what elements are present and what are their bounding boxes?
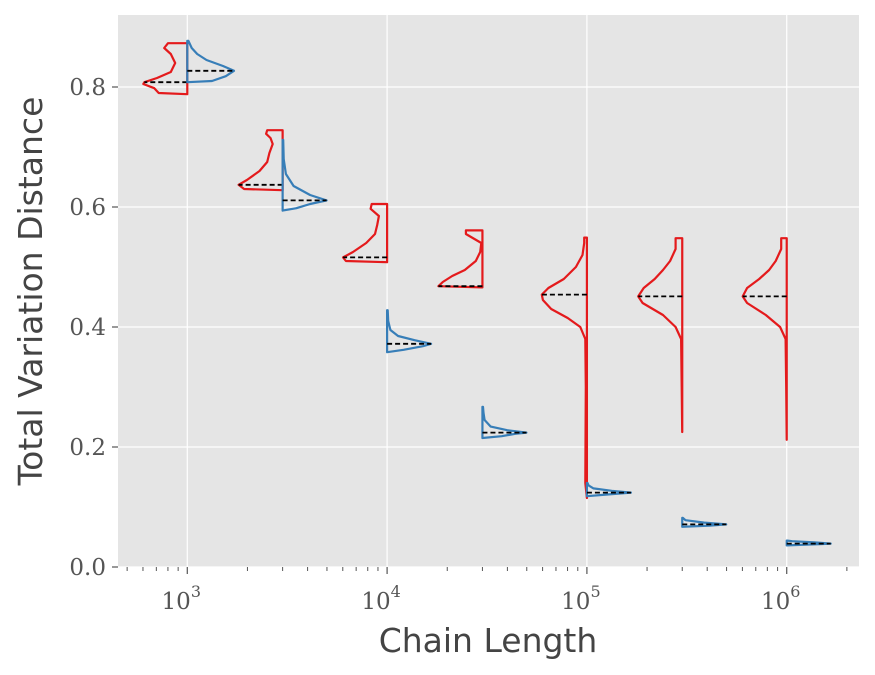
violin-outline <box>481 405 528 440</box>
violin-outline <box>785 539 832 547</box>
y-tick-label: 0.2 <box>69 435 106 461</box>
plot-background <box>118 15 859 567</box>
violin-outline <box>437 229 484 289</box>
violin-outline <box>540 236 589 500</box>
y-tick-label: 0.0 <box>69 555 106 581</box>
violin-outline <box>386 309 433 354</box>
x-axis-label: Chain Length <box>379 621 598 660</box>
x-tick-label: 104 <box>361 582 400 615</box>
y-axis-label: Total Variation Distance <box>11 97 50 487</box>
violin-outline <box>342 202 389 264</box>
violin-outline <box>585 481 632 498</box>
x-tick-label: 106 <box>761 582 800 615</box>
y-axis-ticks: 0.0 0.2 0.4 0.6 0.8 <box>69 75 118 581</box>
violin-outline <box>186 39 236 84</box>
violin-outline <box>281 138 328 212</box>
y-tick-label: 0.4 <box>69 315 106 341</box>
y-tick-label: 0.8 <box>69 75 106 101</box>
violin-outline <box>681 516 728 528</box>
violin-outline <box>741 237 788 441</box>
violins <box>142 39 832 547</box>
violin-outline <box>237 129 284 192</box>
x-axis-ticks: 103 104 105 106 <box>126 567 848 615</box>
x-tick-label: 105 <box>561 582 600 615</box>
x-tick-label: 103 <box>162 582 201 615</box>
violin-outline <box>637 237 684 434</box>
y-tick-label: 0.6 <box>69 195 106 221</box>
violin-outline <box>142 42 189 96</box>
